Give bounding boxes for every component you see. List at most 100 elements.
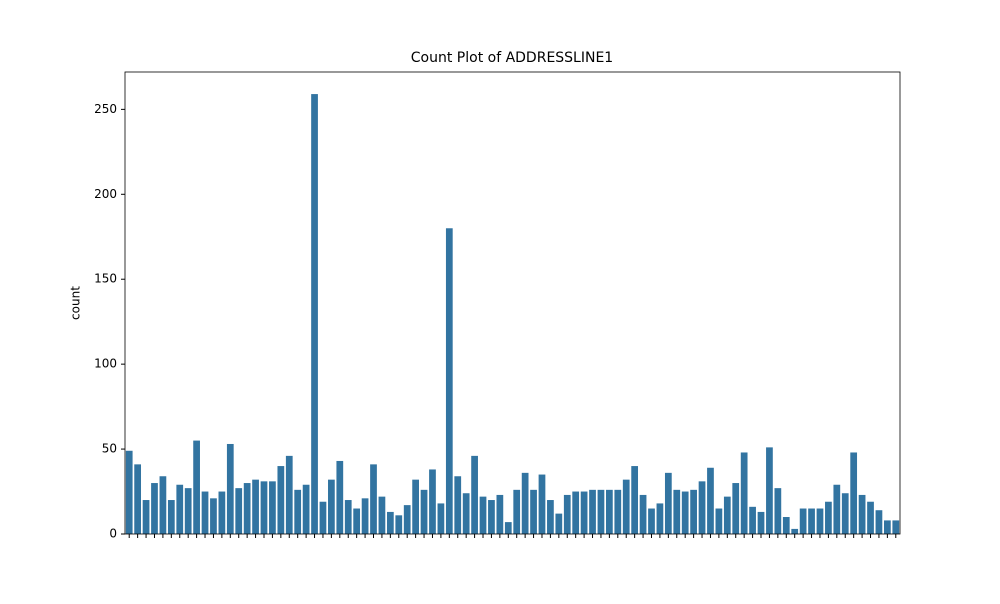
bar	[715, 508, 723, 534]
bar	[142, 500, 150, 534]
bar	[184, 488, 192, 534]
bar	[260, 481, 268, 534]
bar	[580, 491, 588, 534]
bar	[167, 500, 175, 534]
bar	[496, 494, 504, 534]
bar	[361, 498, 369, 534]
bar	[606, 489, 613, 534]
bar	[816, 508, 824, 534]
bar	[513, 489, 521, 534]
bar	[125, 450, 133, 534]
bar	[690, 489, 697, 534]
bar	[294, 489, 302, 534]
bar	[740, 452, 748, 534]
bar	[504, 522, 512, 534]
bar	[648, 508, 655, 534]
bar	[159, 476, 167, 534]
bar	[538, 474, 546, 534]
bar	[681, 491, 689, 534]
bar	[302, 484, 310, 534]
bar	[530, 489, 537, 534]
bar	[210, 498, 217, 534]
bar	[622, 479, 630, 534]
bar	[437, 503, 445, 534]
bar	[235, 488, 243, 534]
bar	[749, 506, 756, 534]
bar	[723, 496, 731, 534]
bar	[226, 443, 234, 534]
bar	[555, 513, 563, 534]
bar	[454, 476, 462, 534]
bar	[336, 460, 344, 534]
bar	[547, 500, 554, 534]
bar	[782, 517, 790, 534]
bar	[378, 496, 386, 534]
bar	[386, 511, 394, 534]
bar	[833, 484, 841, 534]
bar	[563, 494, 571, 534]
bar	[673, 489, 681, 534]
bar	[732, 483, 740, 534]
bar	[841, 493, 849, 534]
bar	[799, 508, 807, 534]
bar	[875, 510, 883, 534]
bar	[193, 440, 200, 534]
bar	[698, 481, 706, 534]
chart-title: Count Plot of ADDRESSLINE1	[411, 50, 613, 66]
bar	[151, 483, 158, 534]
y-tick-label: 50	[102, 442, 117, 456]
bar	[766, 447, 773, 534]
bar	[277, 466, 285, 534]
bar	[462, 493, 470, 534]
bar	[614, 489, 622, 534]
bar	[521, 472, 529, 534]
bar	[252, 479, 259, 534]
bar	[774, 488, 782, 534]
bar	[664, 472, 672, 534]
bar	[370, 464, 377, 534]
y-tick-label: 200	[94, 187, 117, 201]
bar	[479, 496, 487, 534]
bar	[328, 479, 335, 534]
bar	[420, 489, 428, 534]
bar	[445, 228, 453, 534]
y-axis-label: count	[69, 286, 83, 320]
bar	[201, 491, 209, 534]
bar	[858, 494, 866, 534]
bar	[243, 483, 251, 534]
bar	[825, 501, 832, 534]
y-tick-label: 100	[94, 357, 117, 371]
bar	[707, 467, 714, 534]
bar	[269, 481, 276, 534]
bar	[429, 469, 436, 534]
y-tick-label: 150	[94, 272, 117, 286]
bar	[850, 452, 858, 534]
plot-frame	[124, 71, 901, 535]
bar	[572, 491, 580, 534]
bar	[395, 515, 403, 534]
bar	[285, 455, 293, 534]
y-tick-label: 250	[94, 102, 117, 116]
bar	[757, 511, 765, 534]
bar	[883, 520, 891, 534]
bar	[412, 479, 419, 534]
bar	[808, 508, 815, 534]
bar	[639, 494, 647, 534]
bar	[867, 501, 874, 534]
bar	[176, 484, 184, 534]
bar	[791, 528, 799, 534]
bar	[471, 455, 478, 534]
bar	[353, 508, 361, 534]
bar	[892, 520, 900, 534]
bar	[319, 501, 327, 534]
bar	[488, 500, 495, 534]
y-tick-label: 0	[109, 527, 117, 541]
bar	[631, 466, 639, 534]
bar	[403, 505, 411, 534]
bar	[589, 489, 596, 534]
bar	[597, 489, 605, 534]
bar	[344, 500, 352, 534]
bar	[311, 94, 318, 535]
bar	[656, 503, 664, 534]
